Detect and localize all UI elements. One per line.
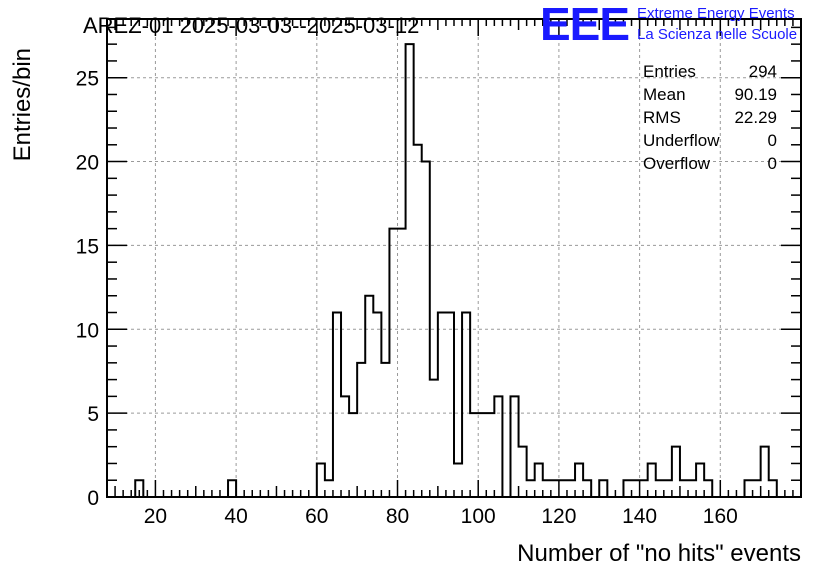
stats-value: 90.19 bbox=[734, 85, 777, 104]
axis-ticks: 20 40 60 80 100 120 140 160 0 5 10 15 20 25 bbox=[76, 19, 801, 528]
stats-label: Entries bbox=[643, 62, 696, 81]
x-tick-label: 60 bbox=[305, 505, 328, 528]
logo-mark: EEE bbox=[540, 0, 629, 50]
x-tick-label: 40 bbox=[224, 505, 247, 528]
stats-label: RMS bbox=[643, 108, 681, 127]
stats-value: 0 bbox=[768, 154, 777, 173]
y-tick-label: 20 bbox=[76, 152, 99, 175]
stats-label: Overflow bbox=[643, 154, 711, 173]
histogram-outline bbox=[107, 43, 801, 498]
logo-line-2: La Scienza nelle Scuole bbox=[637, 26, 797, 43]
stats-value: 0 bbox=[768, 131, 777, 150]
x-tick-label: 100 bbox=[461, 505, 496, 528]
grid bbox=[107, 19, 801, 497]
stats-label: Underflow bbox=[643, 131, 720, 150]
stats-value: 22.29 bbox=[734, 108, 777, 127]
y-axis-title: Entries/bin bbox=[9, 48, 36, 161]
stats-box: Entries 294 Mean 90.19 RMS 22.29 Underflow 0 Ove… bbox=[643, 62, 777, 173]
y-tick-label: 0 bbox=[87, 487, 99, 510]
y-tick-label: 10 bbox=[76, 319, 99, 342]
logo-line-1: Extreme Energy Events bbox=[637, 5, 795, 22]
x-tick-label: 140 bbox=[622, 505, 657, 528]
y-tick-label: 25 bbox=[76, 68, 99, 91]
x-axis-title: Number of "no hits" events bbox=[517, 540, 801, 567]
stats-value: 294 bbox=[749, 62, 777, 81]
chart-title: AREZ-01 2025-03-03--2025-03-12 bbox=[83, 13, 419, 38]
y-tick-label: 5 bbox=[87, 403, 99, 426]
x-tick-label: 20 bbox=[144, 505, 167, 528]
eee-logo: EEE Extreme Energy Events La Scienza nel… bbox=[540, 0, 797, 50]
y-tick-label: 15 bbox=[76, 235, 99, 258]
x-tick-label: 120 bbox=[541, 505, 576, 528]
x-tick-label: 160 bbox=[703, 505, 738, 528]
stats-label: Mean bbox=[643, 85, 686, 104]
x-tick-label: 80 bbox=[386, 505, 409, 528]
